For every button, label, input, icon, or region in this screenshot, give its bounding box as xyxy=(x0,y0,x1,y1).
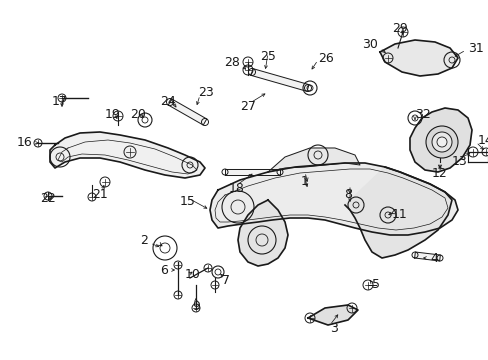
Text: 31: 31 xyxy=(467,41,483,54)
Text: 14: 14 xyxy=(477,134,488,147)
Text: 30: 30 xyxy=(362,39,377,51)
Text: 4: 4 xyxy=(429,252,437,265)
Circle shape xyxy=(425,126,457,158)
Circle shape xyxy=(431,132,451,152)
Polygon shape xyxy=(238,200,287,266)
Polygon shape xyxy=(307,305,357,325)
Text: 18: 18 xyxy=(228,182,244,195)
Text: 8: 8 xyxy=(343,188,351,201)
Text: 2: 2 xyxy=(140,234,148,247)
Text: 10: 10 xyxy=(184,269,201,282)
Text: 13: 13 xyxy=(451,155,467,168)
Polygon shape xyxy=(250,69,308,91)
Polygon shape xyxy=(414,252,440,261)
Polygon shape xyxy=(267,148,359,172)
Text: 19: 19 xyxy=(105,108,121,121)
Text: 28: 28 xyxy=(224,55,240,68)
Polygon shape xyxy=(50,132,204,178)
Polygon shape xyxy=(345,167,451,258)
Text: 26: 26 xyxy=(317,51,333,64)
Text: 7: 7 xyxy=(222,274,229,287)
Text: 21: 21 xyxy=(92,188,108,201)
Text: 3: 3 xyxy=(329,321,337,334)
Text: 6: 6 xyxy=(160,264,168,276)
Text: 29: 29 xyxy=(391,22,407,35)
Polygon shape xyxy=(209,163,457,235)
Text: 1: 1 xyxy=(301,175,308,188)
Text: 23: 23 xyxy=(198,85,213,99)
Polygon shape xyxy=(379,40,457,76)
Text: 11: 11 xyxy=(391,208,407,221)
Text: 20: 20 xyxy=(130,108,145,121)
Text: 16: 16 xyxy=(16,136,32,149)
Circle shape xyxy=(436,137,446,147)
Text: 17: 17 xyxy=(52,95,68,108)
Text: 25: 25 xyxy=(260,50,275,63)
Text: 12: 12 xyxy=(431,167,447,180)
Text: 24: 24 xyxy=(160,95,176,108)
Text: 22: 22 xyxy=(40,192,56,205)
Text: 5: 5 xyxy=(371,279,379,292)
Polygon shape xyxy=(168,99,206,125)
Text: 27: 27 xyxy=(240,100,255,113)
Text: 15: 15 xyxy=(180,195,196,208)
Polygon shape xyxy=(224,169,280,175)
Text: 32: 32 xyxy=(414,108,430,122)
Text: 9: 9 xyxy=(192,300,200,313)
Polygon shape xyxy=(409,108,471,172)
